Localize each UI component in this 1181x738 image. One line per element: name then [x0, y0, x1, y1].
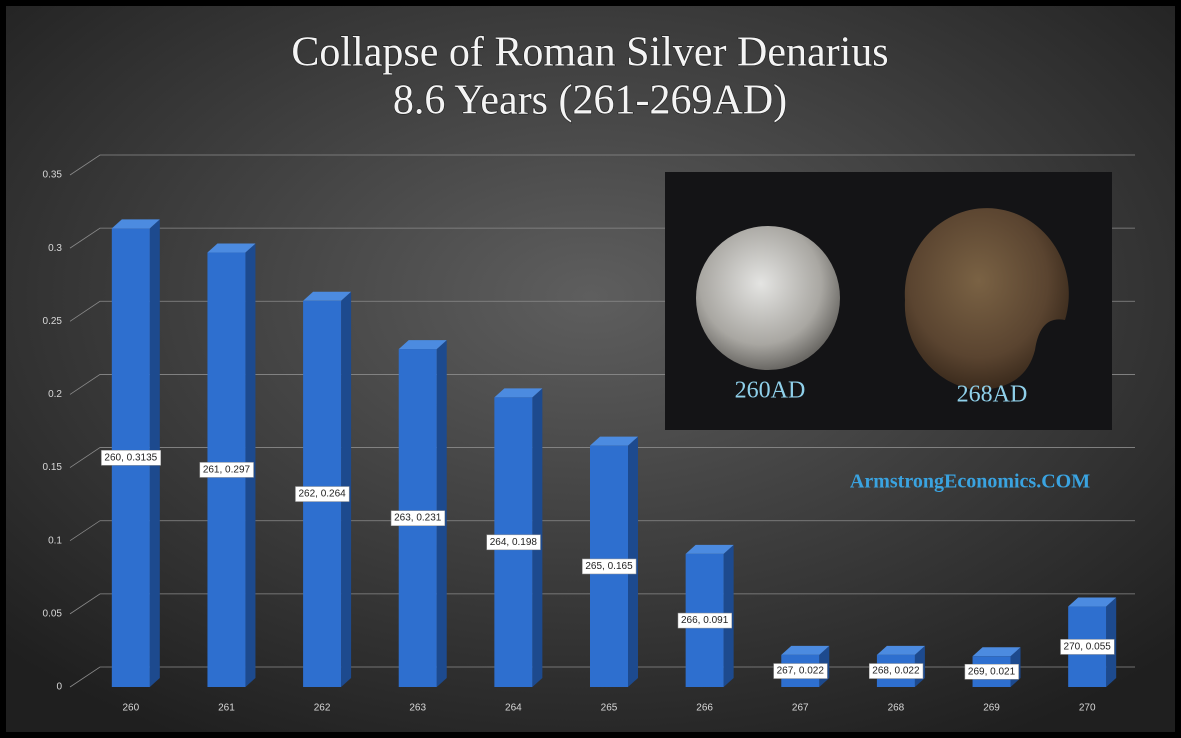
coin-label: 260AD [735, 378, 806, 404]
bar-top [398, 340, 447, 350]
coin-label: 268AD [957, 382, 1028, 408]
chart-subtitle: 8.6 Years (261-269AD) [393, 78, 787, 124]
y-tick-label: 0.25 [43, 316, 63, 327]
y-tick-label: 0.1 [48, 535, 62, 546]
data-label: 260, 0.3135 [104, 452, 157, 463]
y-tick-label: 0.05 [43, 608, 63, 619]
data-label-box [486, 534, 541, 551]
x-tick-label: 264 [505, 703, 522, 714]
data-label: 269, 0.021 [968, 666, 1016, 677]
y-tick-label: 0.2 [48, 389, 62, 400]
data-label-box [1060, 639, 1115, 655]
x-tick-label: 268 [888, 703, 905, 714]
data-label-box [677, 612, 732, 629]
x-tick-label: 267 [792, 703, 809, 714]
bar-top [303, 291, 352, 301]
bar-top [876, 645, 925, 655]
y-tick-label: 0 [56, 682, 62, 693]
y-tick-label: 0.35 [43, 170, 63, 181]
grid-line [69, 520, 1135, 542]
bar-top [590, 436, 638, 446]
y-tick-label: 0.15 [43, 462, 63, 473]
data-label-box [869, 663, 924, 679]
data-label-box [582, 558, 637, 575]
bar-top [972, 647, 1021, 657]
chart-title: Collapse of Roman Silver Denarius [291, 30, 888, 76]
data-label: 266, 0.091 [681, 615, 729, 626]
data-label-box [390, 510, 446, 526]
data-label: 263, 0.231 [394, 513, 442, 524]
x-tick-label: 269 [983, 703, 1000, 714]
y-tick-label: 0.3 [48, 243, 62, 254]
silver-coin [696, 226, 840, 370]
data-label: 262, 0.264 [298, 489, 346, 500]
x-tick-label: 262 [314, 703, 331, 714]
x-tick-label: 265 [601, 703, 618, 714]
x-tick-label: 263 [409, 703, 426, 714]
data-label-box [101, 450, 161, 466]
bar-top [494, 388, 543, 398]
data-label: 268, 0.022 [872, 666, 920, 677]
data-label: 267, 0.022 [777, 666, 825, 677]
data-label-box [773, 663, 828, 679]
bar-top [111, 219, 160, 229]
watermark: ArmstrongEconomics.COM [850, 471, 1090, 493]
data-label-box [199, 462, 254, 478]
x-tick-label: 266 [696, 703, 713, 714]
bar-top [207, 243, 256, 253]
grid-line [69, 154, 1135, 176]
data-label-box [964, 664, 1019, 680]
data-label-box [295, 486, 350, 502]
bar-top [1068, 597, 1117, 607]
grid-line [69, 593, 1135, 615]
x-tick-label: 260 [122, 703, 139, 714]
bar-top [685, 544, 734, 554]
x-tick-label: 261 [218, 703, 235, 714]
data-label: 265, 0.165 [585, 561, 633, 572]
data-label: 261, 0.297 [203, 464, 251, 475]
grid-line [69, 447, 1135, 468]
bronze-coin [904, 208, 1069, 390]
bar-top [781, 645, 830, 655]
data-label: 270, 0.055 [1064, 641, 1112, 652]
plot: 0 0.05 0.1 0.15 0.2 0.25 0.3 0.35 260 260, 0.3135… [43, 154, 1135, 714]
data-label: 264, 0.198 [490, 537, 538, 548]
x-tick-label: 270 [1079, 703, 1096, 714]
